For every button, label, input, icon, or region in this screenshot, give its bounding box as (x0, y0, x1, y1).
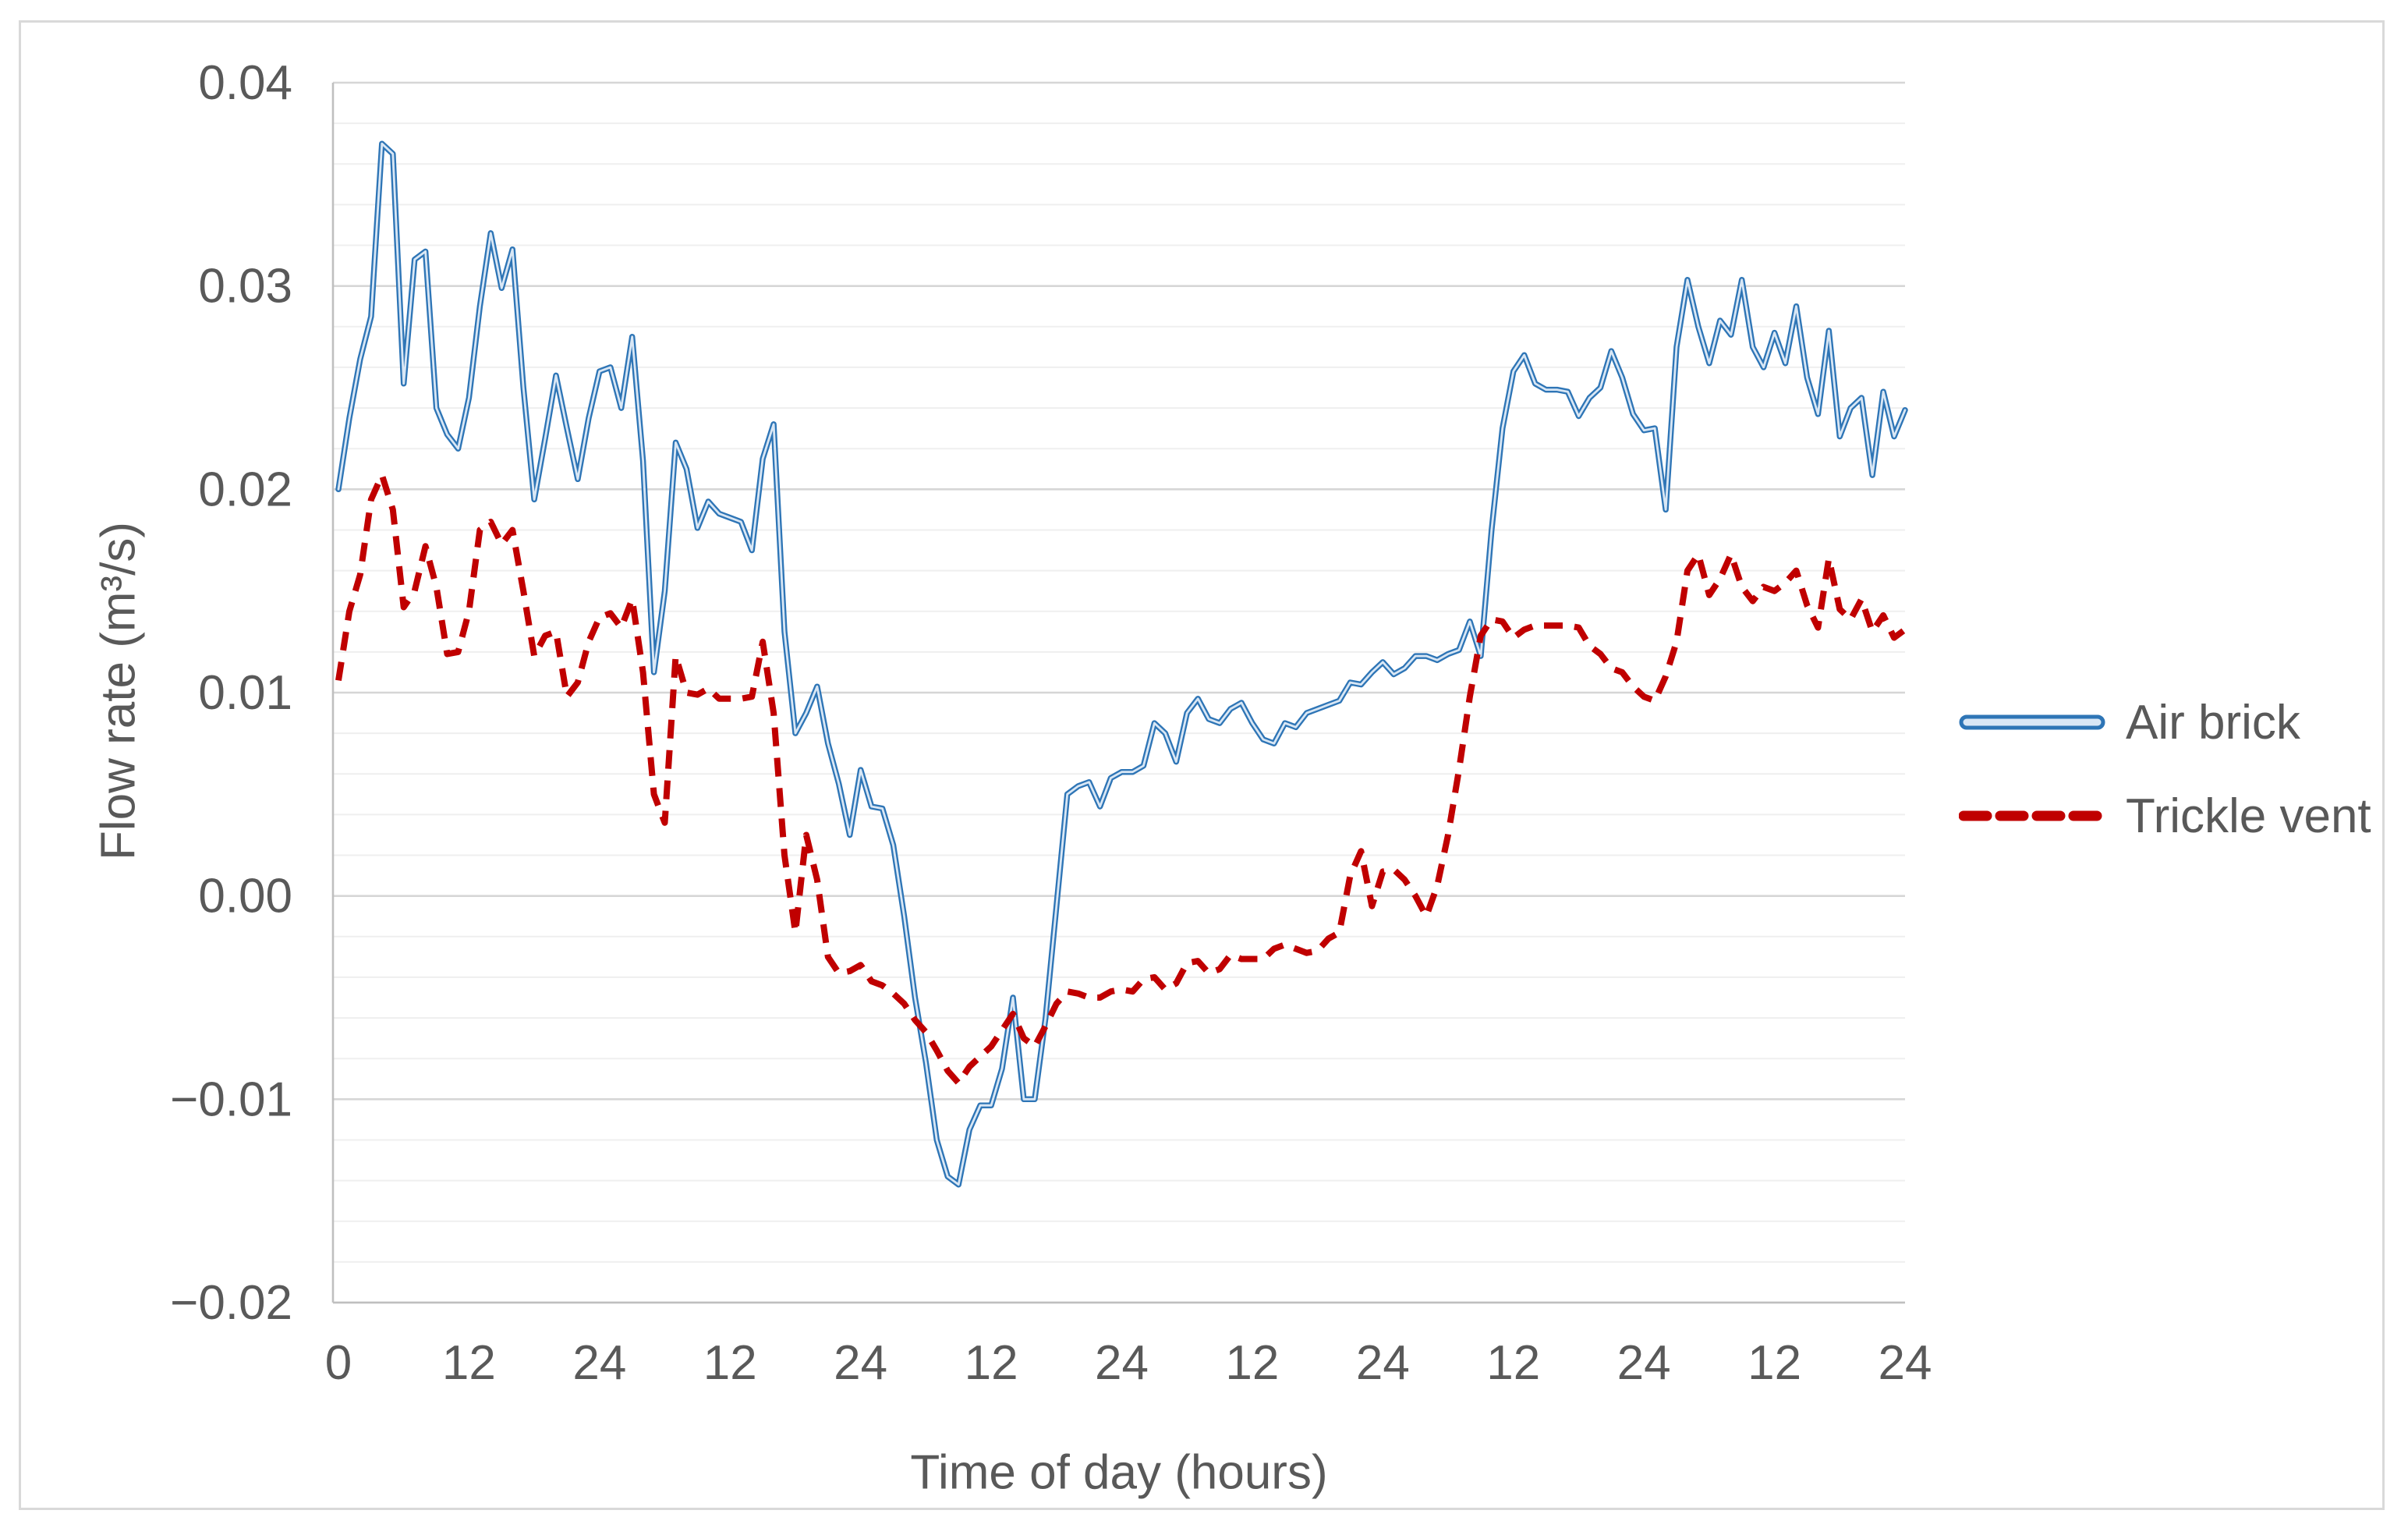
svg-text:0: 0 (325, 1336, 352, 1390)
svg-text:24: 24 (1617, 1336, 1671, 1390)
svg-text:12: 12 (703, 1336, 757, 1390)
svg-text:0.00: 0.00 (198, 870, 292, 923)
svg-text:24: 24 (1095, 1336, 1149, 1390)
svg-text:24: 24 (834, 1336, 887, 1390)
svg-text:12: 12 (1225, 1336, 1279, 1390)
svg-text:12: 12 (1486, 1336, 1540, 1390)
trickle-vent-line-icon (1958, 807, 2111, 824)
legend-item-trickle-vent: Trickle vent (1958, 785, 2371, 847)
svg-text:12: 12 (965, 1336, 1018, 1390)
legend-label-trickle-vent: Trickle vent (2126, 789, 2371, 843)
svg-text:12: 12 (1748, 1336, 1801, 1390)
svg-text:12: 12 (442, 1336, 496, 1390)
svg-text:−0.02: −0.02 (170, 1276, 292, 1330)
svg-text:0.04: 0.04 (198, 56, 292, 110)
x-axis-title: Time of day (hours) (910, 1445, 1328, 1500)
svg-text:24: 24 (572, 1336, 626, 1390)
y-axis-title: Flow rate (m³/s) (91, 522, 146, 860)
legend-label-air-brick: Air brick (2126, 695, 2300, 750)
svg-text:24: 24 (1879, 1336, 1932, 1390)
svg-text:0.01: 0.01 (198, 666, 292, 720)
legend-item-air-brick: Air brick (1959, 691, 2300, 753)
air-brick-line-icon (1959, 714, 2105, 731)
svg-text:24: 24 (1356, 1336, 1410, 1390)
svg-text:0.03: 0.03 (198, 260, 292, 314)
svg-text:−0.01: −0.01 (170, 1072, 292, 1126)
svg-text:0.02: 0.02 (198, 463, 292, 516)
